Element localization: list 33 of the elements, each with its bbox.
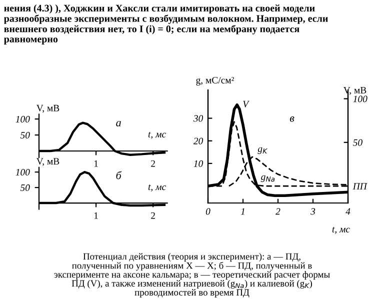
y2-tick-label: 50 <box>353 139 362 146</box>
x-tick-label: 1 <box>240 208 244 215</box>
y-tick-label: 100 <box>16 116 30 122</box>
text: в <box>290 116 294 122</box>
chart-title: а <box>116 121 121 126</box>
series-label: g$_{K}$ <box>258 147 268 154</box>
y2-tick-label: ПП <box>352 183 368 190</box>
y-tick-label: 50 <box>20 184 30 191</box>
y-axis-title: g, мС/см² <box>196 76 234 86</box>
chart-title: б <box>116 171 122 180</box>
y-tick-label: 20 <box>193 138 204 144</box>
y-axis-title: V, мВ <box>36 158 60 166</box>
text: Потенциал действия (теория и эксперимент): а — ПД, полученный по уравнениям Х — Х; б — ПД, полученный в эксперименте на аксоне кальмара; в — теоретический расчет формы ПД (V), а также изменений натриевой (g$_{Na}$) и калиевой (g$_{K}$) проводимостей во время ПД <box>54 253 330 298</box>
x-axis-title: t, мс <box>332 226 350 234</box>
y-axis-title: V, мВ <box>36 104 60 113</box>
x-tick-label: 1 <box>94 212 98 219</box>
y2-tick-label: 100 <box>353 96 368 102</box>
x-tick-label: 0 <box>206 208 210 215</box>
x-tick-label: 2 <box>276 208 280 215</box>
y-tick-label: 10 <box>194 160 204 167</box>
x-tick-label: 2 <box>151 212 155 219</box>
y-tick-label: 30 <box>193 115 204 122</box>
x-tick-label: 2 <box>151 160 155 167</box>
x-tick-label: 4 <box>346 208 350 215</box>
y-tick-label: 100 <box>16 168 30 176</box>
text: нения (4.3) ), Ходжкин и Хаксли стали имитировать на своей модели разнообразные эксперименты с возбудимым волокном. Например, если внешнего воздействия нет, то I (i) = 0; если на мембрану подается равномерно <box>4 4 328 44</box>
x-tick-label: 3 <box>310 208 316 215</box>
x-axis-title: t, мс <box>148 132 166 139</box>
x-axis-title: t, мс <box>148 184 166 192</box>
y-tick-label: 50 <box>20 132 30 138</box>
series-label: V <box>243 100 250 108</box>
series-label: g$_{Na}$ <box>260 175 275 182</box>
x-tick-label: 1 <box>94 160 98 167</box>
